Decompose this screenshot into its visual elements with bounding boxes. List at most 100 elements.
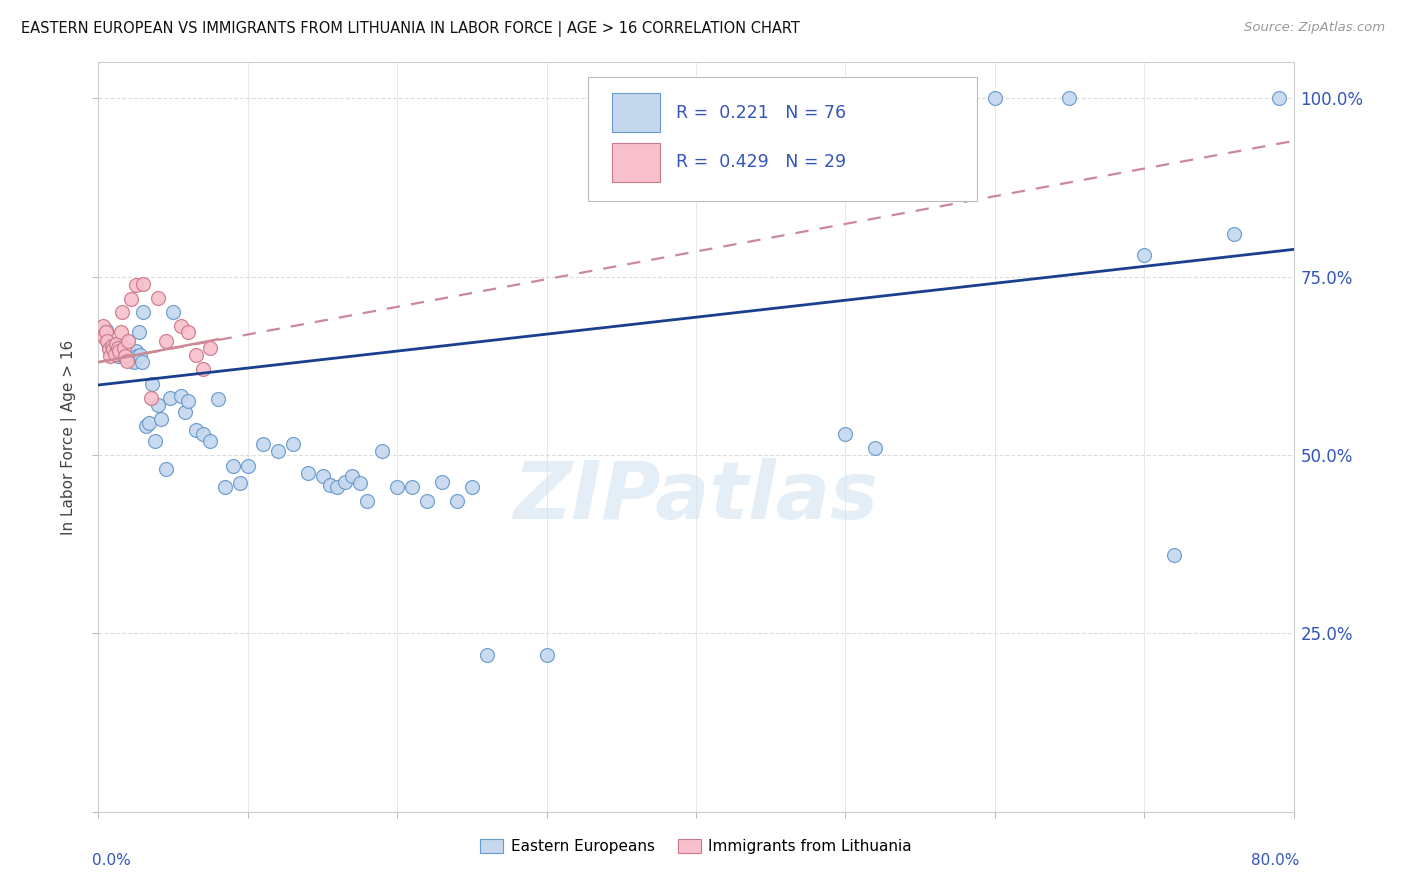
Point <box>155 462 177 476</box>
Point <box>132 305 155 319</box>
Point <box>162 305 184 319</box>
Point <box>131 355 153 369</box>
Point <box>191 426 214 441</box>
Point <box>98 343 122 357</box>
Point <box>371 444 394 458</box>
Point <box>865 441 887 455</box>
Point <box>120 293 142 307</box>
Point <box>595 184 617 198</box>
Point <box>385 480 409 494</box>
Point <box>281 437 304 451</box>
FancyBboxPatch shape <box>613 144 661 182</box>
Point <box>115 343 138 357</box>
Text: R =  0.429   N = 29: R = 0.429 N = 29 <box>676 153 846 171</box>
Point <box>536 648 558 662</box>
Point <box>177 394 200 409</box>
Point <box>96 334 118 348</box>
Point <box>1133 248 1156 262</box>
Point <box>135 419 157 434</box>
Point <box>184 348 207 362</box>
Point <box>96 334 118 348</box>
Point <box>104 346 127 360</box>
Point <box>222 458 245 473</box>
Point <box>184 423 207 437</box>
Point <box>94 323 117 337</box>
Point <box>191 362 214 376</box>
Point <box>101 339 124 353</box>
Point <box>97 343 120 357</box>
Point <box>112 341 135 355</box>
Point <box>475 648 498 662</box>
Point <box>349 476 371 491</box>
Point <box>114 350 136 364</box>
Point <box>108 346 131 360</box>
Point <box>333 475 356 489</box>
Point <box>112 350 135 364</box>
Point <box>103 343 125 357</box>
Point <box>430 475 453 489</box>
Point <box>200 341 222 355</box>
Point <box>1163 548 1185 562</box>
Point <box>236 458 259 473</box>
Text: ZIPatlas: ZIPatlas <box>513 458 879 536</box>
Point <box>117 350 139 364</box>
Point <box>94 325 117 339</box>
Point <box>127 350 149 364</box>
Point <box>91 326 114 341</box>
Point <box>319 478 342 492</box>
Point <box>128 325 150 339</box>
Point <box>148 291 170 305</box>
Point <box>105 337 128 351</box>
Point <box>104 344 127 359</box>
FancyBboxPatch shape <box>589 78 977 201</box>
Text: Source: ZipAtlas.com: Source: ZipAtlas.com <box>1244 21 1385 34</box>
Point <box>143 434 166 448</box>
Point <box>148 398 170 412</box>
Point <box>105 348 128 362</box>
Point <box>93 330 115 344</box>
Text: 80.0%: 80.0% <box>1251 853 1299 868</box>
Point <box>125 344 148 359</box>
Point <box>169 389 191 403</box>
Point <box>111 339 134 353</box>
Point <box>159 391 181 405</box>
Point <box>132 277 155 291</box>
Point <box>155 334 177 348</box>
FancyBboxPatch shape <box>613 93 661 132</box>
Y-axis label: In Labor Force | Age > 16: In Labor Force | Age > 16 <box>60 340 77 534</box>
Point <box>356 494 378 508</box>
Point <box>416 494 439 508</box>
Legend: Eastern Europeans, Immigrants from Lithuania: Eastern Europeans, Immigrants from Lithu… <box>474 833 918 860</box>
Point <box>110 343 132 357</box>
Point <box>118 351 141 366</box>
Point <box>120 346 142 360</box>
Point <box>139 391 162 405</box>
Point <box>108 344 131 359</box>
Point <box>834 426 856 441</box>
Point <box>121 353 143 368</box>
Point <box>117 334 139 348</box>
Point <box>326 480 349 494</box>
Point <box>98 350 122 364</box>
Point <box>297 466 319 480</box>
Point <box>107 350 129 364</box>
Point <box>107 341 129 355</box>
Point <box>91 319 114 334</box>
Point <box>124 355 146 369</box>
Point <box>97 337 120 351</box>
Point <box>207 392 229 407</box>
Point <box>1223 227 1246 241</box>
Point <box>138 416 160 430</box>
Point <box>1059 91 1081 105</box>
Point <box>129 348 152 362</box>
Point <box>110 325 132 339</box>
Point <box>125 278 148 293</box>
Text: R =  0.221   N = 76: R = 0.221 N = 76 <box>676 103 846 121</box>
Point <box>141 376 163 391</box>
Point <box>446 494 468 508</box>
Point <box>101 337 124 351</box>
Point <box>111 305 134 319</box>
Point <box>214 480 236 494</box>
Point <box>984 91 1007 105</box>
Point <box>461 480 484 494</box>
